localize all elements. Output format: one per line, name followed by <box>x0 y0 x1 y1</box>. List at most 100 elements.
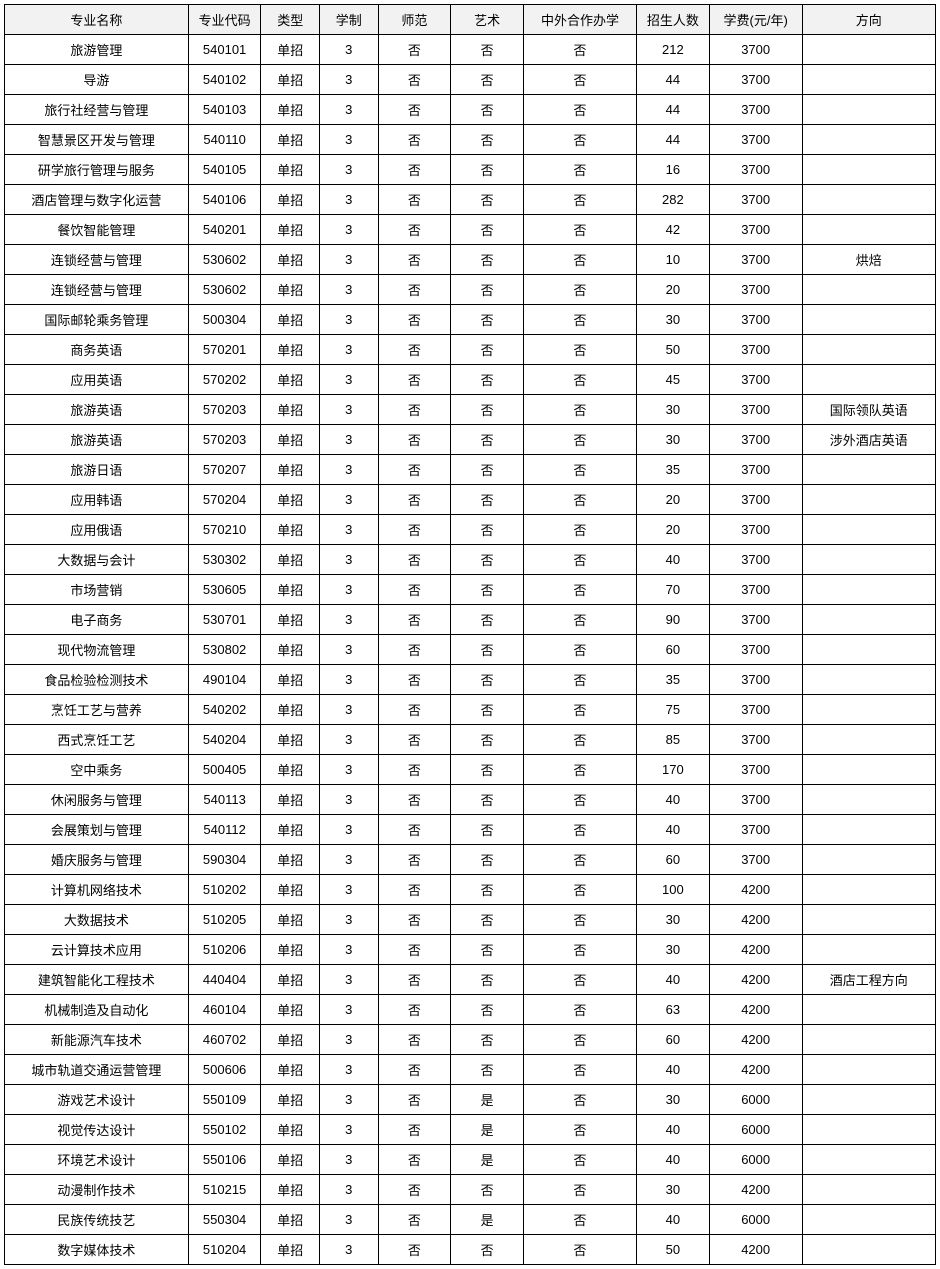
cell-name: 研学旅行管理与服务 <box>5 155 189 185</box>
cell-coop: 否 <box>523 305 636 335</box>
table-row: 动漫制作技术510215单招3否否否304200 <box>5 1175 936 1205</box>
cell-duration: 3 <box>320 335 379 365</box>
cell-duration: 3 <box>320 1205 379 1235</box>
cell-name: 酒店管理与数字化运营 <box>5 185 189 215</box>
cell-code: 530605 <box>188 575 261 605</box>
table-row: 市场营销530605单招3否否否703700 <box>5 575 936 605</box>
cell-duration: 3 <box>320 995 379 1025</box>
table-row: 旅行社经营与管理540103单招3否否否443700 <box>5 95 936 125</box>
cell-art: 否 <box>451 275 524 305</box>
table-row: 旅游日语570207单招3否否否353700 <box>5 455 936 485</box>
cell-enroll: 44 <box>637 65 710 95</box>
table-row: 云计算技术应用510206单招3否否否304200 <box>5 935 936 965</box>
cell-enroll: 40 <box>637 965 710 995</box>
cell-fee: 4200 <box>709 1175 802 1205</box>
cell-art: 否 <box>451 1055 524 1085</box>
cell-duration: 3 <box>320 1055 379 1085</box>
cell-normal: 否 <box>378 1025 451 1055</box>
cell-duration: 3 <box>320 485 379 515</box>
cell-coop: 否 <box>523 425 636 455</box>
table-row: 餐饮智能管理540201单招3否否否423700 <box>5 215 936 245</box>
cell-direction <box>802 665 935 695</box>
table-row: 国际邮轮乘务管理500304单招3否否否303700 <box>5 305 936 335</box>
cell-type: 单招 <box>261 1085 320 1115</box>
cell-duration: 3 <box>320 65 379 95</box>
cell-fee: 3700 <box>709 695 802 725</box>
cell-direction <box>802 605 935 635</box>
cell-code: 570207 <box>188 455 261 485</box>
cell-enroll: 30 <box>637 1175 710 1205</box>
cell-direction <box>802 695 935 725</box>
cell-enroll: 40 <box>637 1205 710 1235</box>
cell-direction <box>802 1085 935 1115</box>
cell-art: 否 <box>451 215 524 245</box>
cell-art: 否 <box>451 965 524 995</box>
cell-art: 否 <box>451 1175 524 1205</box>
cell-direction <box>802 1115 935 1145</box>
cell-duration: 3 <box>320 365 379 395</box>
cell-coop: 否 <box>523 995 636 1025</box>
cell-name: 大数据技术 <box>5 905 189 935</box>
cell-type: 单招 <box>261 1115 320 1145</box>
cell-fee: 3700 <box>709 485 802 515</box>
cell-code: 510202 <box>188 875 261 905</box>
cell-fee: 3700 <box>709 635 802 665</box>
cell-type: 单招 <box>261 185 320 215</box>
cell-art: 否 <box>451 485 524 515</box>
cell-code: 540113 <box>188 785 261 815</box>
cell-code: 540102 <box>188 65 261 95</box>
cell-type: 单招 <box>261 845 320 875</box>
table-row: 休闲服务与管理540113单招3否否否403700 <box>5 785 936 815</box>
col-header-normal: 师范 <box>378 5 451 35</box>
table-row: 旅游英语570203单招3否否否303700国际领队英语 <box>5 395 936 425</box>
cell-type: 单招 <box>261 965 320 995</box>
cell-direction <box>802 95 935 125</box>
cell-fee: 6000 <box>709 1115 802 1145</box>
table-row: 智慧景区开发与管理540110单招3否否否443700 <box>5 125 936 155</box>
cell-art: 否 <box>451 365 524 395</box>
cell-coop: 否 <box>523 1055 636 1085</box>
cell-enroll: 40 <box>637 1145 710 1175</box>
cell-name: 旅游管理 <box>5 35 189 65</box>
cell-fee: 3700 <box>709 545 802 575</box>
cell-normal: 否 <box>378 125 451 155</box>
cell-name: 建筑智能化工程技术 <box>5 965 189 995</box>
table-row: 连锁经营与管理530602单招3否否否103700烘焙 <box>5 245 936 275</box>
cell-type: 单招 <box>261 785 320 815</box>
col-header-duration: 学制 <box>320 5 379 35</box>
cell-direction <box>802 1025 935 1055</box>
cell-duration: 3 <box>320 545 379 575</box>
cell-name: 机械制造及自动化 <box>5 995 189 1025</box>
cell-normal: 否 <box>378 1055 451 1085</box>
cell-duration: 3 <box>320 395 379 425</box>
cell-duration: 3 <box>320 905 379 935</box>
cell-name: 烹饪工艺与营养 <box>5 695 189 725</box>
cell-coop: 否 <box>523 695 636 725</box>
cell-name: 食品检验检测技术 <box>5 665 189 695</box>
cell-duration: 3 <box>320 95 379 125</box>
cell-type: 单招 <box>261 755 320 785</box>
cell-enroll: 50 <box>637 335 710 365</box>
cell-type: 单招 <box>261 995 320 1025</box>
cell-code: 440404 <box>188 965 261 995</box>
cell-art: 是 <box>451 1145 524 1175</box>
cell-direction <box>802 185 935 215</box>
cell-enroll: 212 <box>637 35 710 65</box>
cell-enroll: 63 <box>637 995 710 1025</box>
col-header-art: 艺术 <box>451 5 524 35</box>
table-row: 计算机网络技术510202单招3否否否1004200 <box>5 875 936 905</box>
cell-art: 否 <box>451 155 524 185</box>
table-row: 城市轨道交通运营管理500606单招3否否否404200 <box>5 1055 936 1085</box>
table-row: 新能源汽车技术460702单招3否否否604200 <box>5 1025 936 1055</box>
table-row: 旅游英语570203单招3否否否303700涉外酒店英语 <box>5 425 936 455</box>
cell-direction: 国际领队英语 <box>802 395 935 425</box>
cell-name: 导游 <box>5 65 189 95</box>
cell-code: 540101 <box>188 35 261 65</box>
cell-direction <box>802 485 935 515</box>
cell-coop: 否 <box>523 215 636 245</box>
cell-type: 单招 <box>261 485 320 515</box>
cell-code: 570201 <box>188 335 261 365</box>
cell-name: 旅游英语 <box>5 395 189 425</box>
cell-code: 530602 <box>188 275 261 305</box>
cell-normal: 否 <box>378 965 451 995</box>
